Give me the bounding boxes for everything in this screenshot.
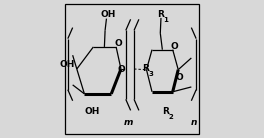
Text: O: O	[176, 73, 183, 82]
Text: O: O	[118, 64, 125, 74]
Text: R: R	[162, 107, 169, 116]
Text: 2: 2	[169, 114, 174, 120]
Text: R: R	[142, 64, 149, 73]
Text: n: n	[190, 118, 197, 127]
Text: O: O	[114, 39, 122, 48]
Text: m: m	[124, 118, 133, 127]
Text: R: R	[157, 10, 164, 19]
Text: 3: 3	[148, 71, 153, 77]
Text: OH: OH	[85, 107, 100, 116]
Text: 1: 1	[163, 17, 168, 23]
Text: O: O	[171, 42, 179, 51]
Text: OH: OH	[101, 10, 116, 19]
Text: OH: OH	[59, 60, 75, 69]
